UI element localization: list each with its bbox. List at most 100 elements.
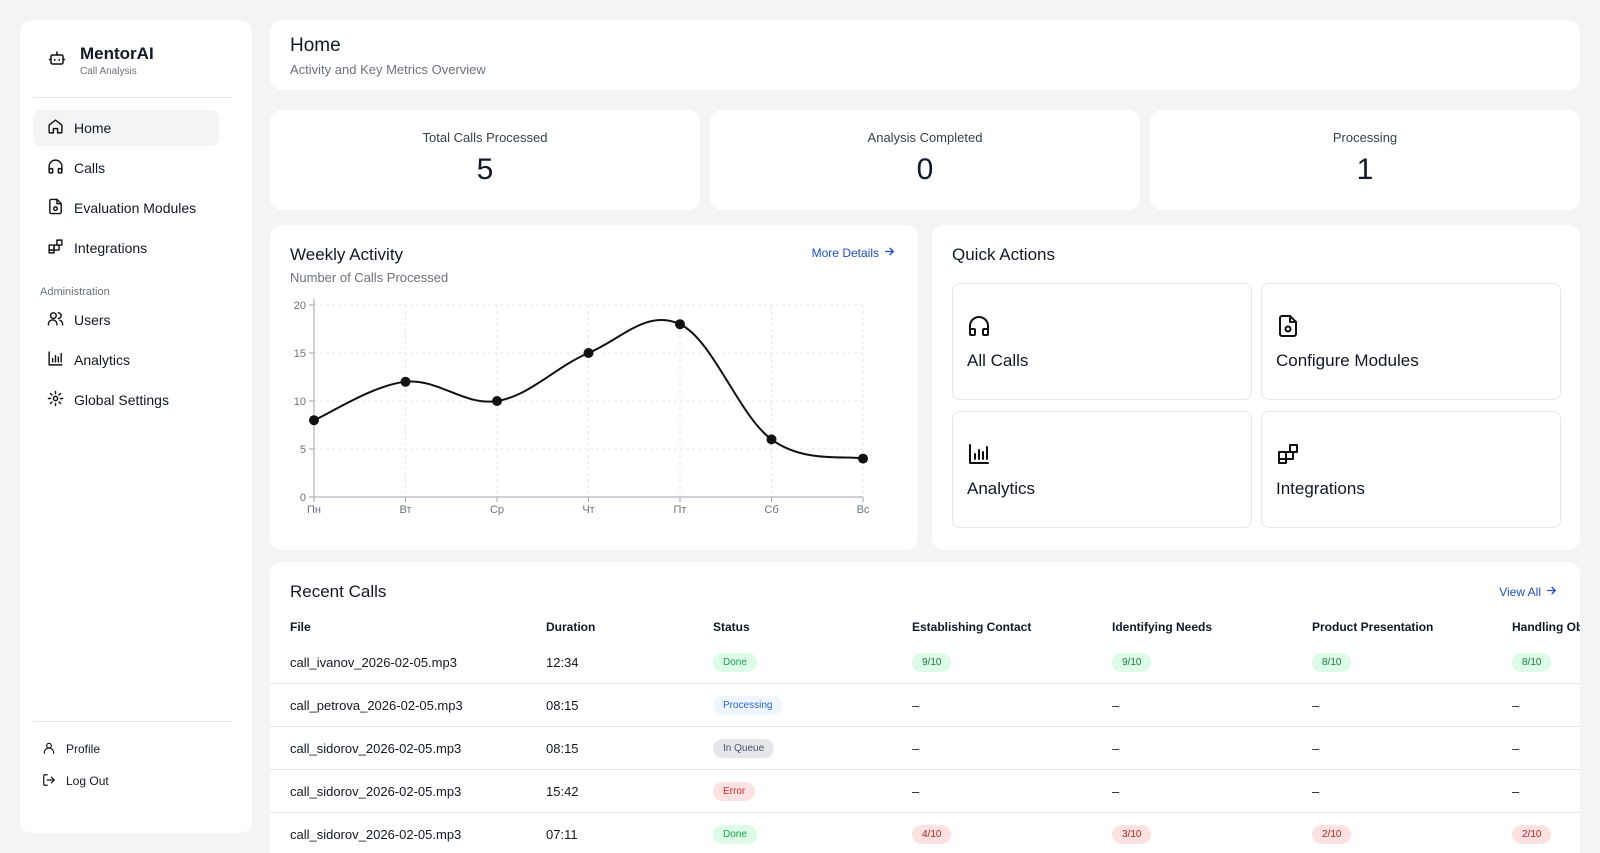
profile-link[interactable]: Profile bbox=[20, 733, 131, 765]
score-cell: – bbox=[912, 684, 919, 727]
sidebar-item-calls[interactable]: Calls bbox=[33, 150, 219, 186]
y-tick-label: 10 bbox=[294, 396, 306, 408]
score-badge: 2/10 bbox=[1512, 825, 1552, 844]
score-cell: – bbox=[1512, 727, 1519, 770]
y-tick-label: 0 bbox=[300, 492, 306, 504]
duration-text: 07:11 bbox=[546, 827, 578, 842]
admin-nav: Users Analytics Global Settings bbox=[33, 302, 219, 422]
duration-cell: 07:11 bbox=[546, 813, 578, 853]
bar-chart-icon bbox=[47, 350, 64, 370]
weekly-activity-card: 0 5 10 15 20 Пн Вт Ср Чт Пт Сб Вс Weekly Activity N… bbox=[270, 225, 918, 550]
score-cell: 4/10 bbox=[912, 813, 952, 853]
quick-actions-card: Quick Actions All Calls Configure Module… bbox=[932, 225, 1580, 550]
status-cell: Done bbox=[713, 641, 757, 684]
recent-calls-title: Recent Calls bbox=[290, 582, 387, 601]
score-cell: – bbox=[1312, 727, 1319, 770]
score-text: – bbox=[1112, 741, 1120, 756]
sidebar-item-label: Integrations bbox=[74, 240, 148, 256]
more-details-link[interactable]: More Details bbox=[812, 245, 896, 261]
score-cell: 8/10 bbox=[1512, 641, 1552, 684]
score-cell: 2/10 bbox=[1312, 813, 1352, 853]
score-text: – bbox=[1312, 741, 1320, 756]
score-cell: – bbox=[1112, 770, 1119, 813]
file-text: call_ivanov_2026-02-05.mp3 bbox=[290, 655, 457, 670]
x-tick-label: Вт bbox=[399, 504, 411, 516]
score-cell: – bbox=[1512, 770, 1519, 813]
recent-calls-card: Recent Calls View All File Duration Stat… bbox=[270, 562, 1580, 853]
sidebar-item-home[interactable]: Home bbox=[33, 110, 219, 146]
quick-action-integrations[interactable]: Integrations bbox=[1261, 411, 1561, 528]
score-text: – bbox=[1512, 784, 1520, 799]
score-text: – bbox=[1512, 698, 1520, 713]
status-cell: Done bbox=[713, 813, 757, 853]
table-row[interactable]: call_sidorov_2026-02-05.mp3 07:11 Done 4/10… bbox=[270, 813, 1580, 853]
column-header-file: File bbox=[290, 620, 311, 634]
status-cell: Processing bbox=[713, 684, 783, 727]
x-tick-label: Чт bbox=[582, 504, 594, 516]
stat-label: Processing bbox=[1332, 130, 1398, 145]
sidebar-item-analytics[interactable]: Analytics bbox=[33, 342, 219, 378]
score-cell: 8/10 bbox=[1312, 641, 1352, 684]
x-tick-label: Сб bbox=[764, 504, 778, 516]
sidebar-item-evaluation-modules[interactable]: Evaluation Modules bbox=[33, 190, 219, 226]
score-badge: 9/10 bbox=[912, 653, 952, 672]
page-title: Home bbox=[290, 35, 341, 56]
main-nav: Home Calls Evaluation Modules Integratio… bbox=[33, 110, 219, 270]
brand: MentorAI Call Analysis bbox=[48, 44, 154, 77]
file-text: call_sidorov_2026-02-05.mp3 bbox=[290, 784, 462, 799]
column-header-establishing-contact: Establishing Contact bbox=[912, 620, 1032, 634]
y-tick-label: 15 bbox=[294, 348, 306, 360]
x-tick-label: Вс bbox=[857, 504, 870, 516]
duration-text: 08:15 bbox=[546, 741, 579, 756]
score-cell: – bbox=[1312, 770, 1319, 813]
sidebar-item-global-settings[interactable]: Global Settings bbox=[33, 382, 219, 418]
sidebar-footer-divider bbox=[33, 721, 232, 722]
sidebar-item-users[interactable]: Users bbox=[33, 302, 219, 338]
score-text: – bbox=[1112, 698, 1120, 713]
score-badge: 2/10 bbox=[1312, 825, 1352, 844]
score-badge: 8/10 bbox=[1312, 653, 1352, 672]
log-out-icon bbox=[42, 773, 56, 790]
log-out-link[interactable]: Log Out bbox=[20, 765, 131, 797]
quick-action-configure-modules[interactable]: Configure Modules bbox=[1261, 283, 1561, 400]
score-cell: – bbox=[1112, 684, 1119, 727]
y-tick-label: 20 bbox=[294, 300, 306, 312]
data-point bbox=[858, 453, 868, 464]
profile-label: Profile bbox=[66, 742, 101, 756]
headphones-icon bbox=[969, 316, 989, 336]
score-text: – bbox=[912, 741, 920, 756]
score-text: – bbox=[912, 698, 920, 713]
table-row[interactable]: call_sidorov_2026-02-05.mp3 08:15 In Queue… bbox=[270, 727, 1580, 770]
file-cell: call_sidorov_2026-02-05.mp3 bbox=[290, 813, 461, 853]
app-subtitle: Call Analysis bbox=[80, 66, 137, 77]
duration-text: 08:15 bbox=[546, 698, 579, 713]
score-cell: 2/10 bbox=[1512, 813, 1552, 853]
score-badge: 9/10 bbox=[1112, 653, 1152, 672]
file-text: call_petrova_2026-02-05.mp3 bbox=[290, 698, 463, 713]
stat-value: 1 bbox=[1356, 153, 1374, 186]
score-cell: 3/10 bbox=[1112, 813, 1152, 853]
file-text: call_sidorov_2026-02-05.mp3 bbox=[290, 741, 462, 756]
quick-action-analytics[interactable]: Analytics bbox=[952, 411, 1252, 528]
quick-action-all-calls[interactable]: All Calls bbox=[952, 283, 1252, 400]
headphones-icon bbox=[47, 158, 64, 178]
file-cell: call_sidorov_2026-02-05.mp3 bbox=[290, 727, 461, 770]
score-cell: – bbox=[912, 727, 919, 770]
bot-icon bbox=[48, 49, 66, 72]
user-icon bbox=[42, 741, 56, 758]
stat-value: 5 bbox=[476, 153, 494, 186]
score-cell: – bbox=[1312, 684, 1319, 727]
sidebar-item-label: Users bbox=[74, 312, 111, 328]
score-text: – bbox=[1512, 741, 1520, 756]
duration-text: 15:42 bbox=[546, 784, 579, 799]
stat-card-processing: Processing 1 bbox=[1150, 110, 1580, 210]
duration-cell: 08:15 bbox=[546, 727, 579, 770]
table-row[interactable]: call_ivanov_2026-02-05.mp3 12:34 Done 9/10 9… bbox=[270, 641, 1580, 684]
quick-action-label: All Calls bbox=[967, 351, 1029, 370]
sidebar-item-label: Home bbox=[74, 120, 112, 136]
view-all-link[interactable]: View All bbox=[1499, 584, 1558, 600]
sidebar-item-integrations[interactable]: Integrations bbox=[33, 230, 219, 266]
table-row[interactable]: call_petrova_2026-02-05.mp3 08:15 Processi… bbox=[270, 684, 1580, 727]
weekly-activity-subtitle: Number of Calls Processed bbox=[290, 270, 449, 285]
table-row[interactable]: call_sidorov_2026-02-05.mp3 15:42 Error – – –… bbox=[270, 770, 1580, 813]
